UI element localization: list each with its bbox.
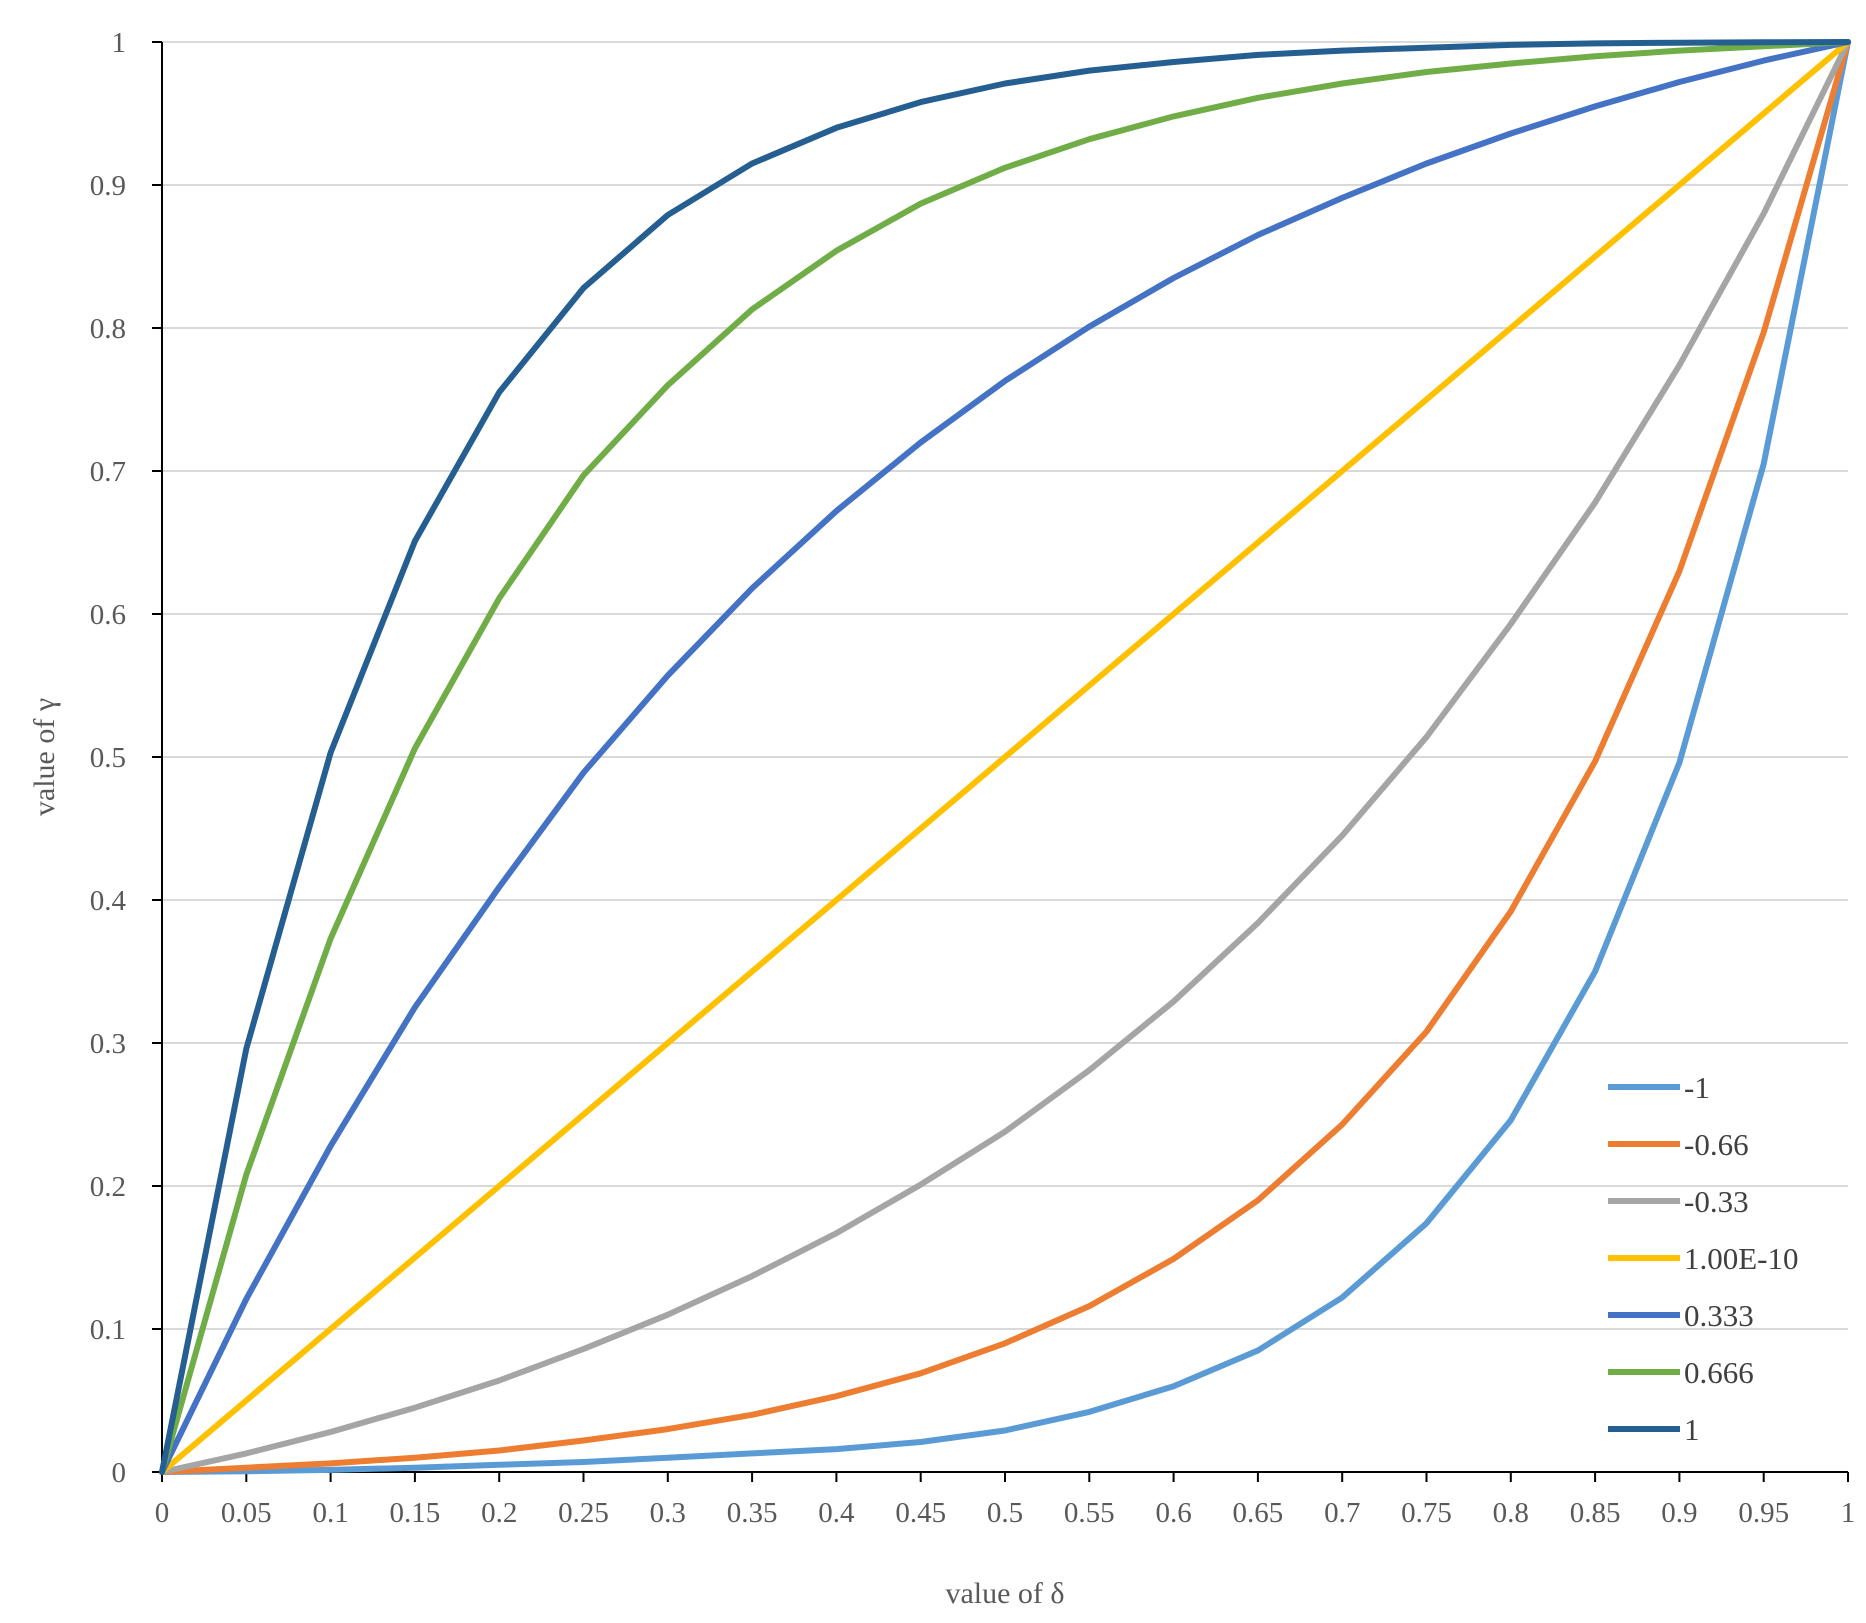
legend-label: -0.33 <box>1684 1184 1749 1219</box>
series-line-0.666 <box>159 39 1851 1475</box>
x-tick-label: 0.1 <box>312 1497 348 1529</box>
x-tick-label: 0.3 <box>650 1497 686 1529</box>
y-tick-label: 0.4 <box>90 885 127 917</box>
series-line-1.00E-10 <box>159 39 1851 1475</box>
x-tick-label: 0.05 <box>221 1497 272 1529</box>
x-tick-label: 0.15 <box>390 1497 441 1529</box>
y-tick-label: 0.6 <box>90 599 126 631</box>
legend-label: 0.333 <box>1684 1298 1754 1333</box>
x-tick-label: 0.5 <box>987 1497 1023 1529</box>
legend: -1 -0.66 -0.33 1.00E-10 0.333 0.666 1 <box>1608 1070 1799 1447</box>
series-line-0.333 <box>159 39 1851 1475</box>
legend-label: 1.00E-10 <box>1684 1241 1799 1276</box>
x-tick-label: 0.25 <box>558 1497 609 1529</box>
x-tick-label: 0.95 <box>1738 1497 1789 1529</box>
y-tick-label: 0.5 <box>90 742 126 774</box>
y-tick-label: 0.1 <box>90 1314 126 1346</box>
axes <box>152 41 1849 1482</box>
x-tick-label: 0.65 <box>1233 1497 1284 1529</box>
legend-label: 1 <box>1684 1412 1700 1447</box>
y-axis-title: value of γ <box>28 698 61 816</box>
series-line-1 <box>159 39 1851 1475</box>
x-axis-title: value of δ <box>945 1577 1064 1610</box>
x-tick-label: 1 <box>1841 1497 1856 1529</box>
y-tick-label: 0.3 <box>90 1028 126 1060</box>
series-line--1 <box>159 39 1851 1475</box>
x-tick-label: 0 <box>155 1497 170 1529</box>
y-tick-label: 0.2 <box>90 1171 126 1203</box>
legend-label: -0.66 <box>1684 1127 1749 1162</box>
gridlines <box>162 41 1848 1330</box>
x-tick-label: 0.9 <box>1661 1497 1697 1529</box>
x-tick-label: 0.7 <box>1324 1497 1360 1529</box>
x-tick-label: 0.75 <box>1401 1497 1452 1529</box>
series-line--0.66 <box>159 39 1851 1475</box>
y-tick-label: 0.9 <box>90 170 126 202</box>
x-tick-label: 0.45 <box>895 1497 946 1529</box>
series-lines <box>159 39 1851 1475</box>
tick-labels: 0 0.1 0.2 0.3 0.4 0.5 0.6 0.7 0.8 0.9 1 0 0.05 0.1 0.1… <box>90 27 1856 1529</box>
legend-label: 0.666 <box>1684 1355 1754 1390</box>
series-line--0.33 <box>159 39 1851 1475</box>
y-tick-label: 0.8 <box>90 313 126 345</box>
legend-label: -1 <box>1684 1070 1710 1105</box>
x-tick-label: 0.85 <box>1570 1497 1621 1529</box>
x-tick-label: 0.35 <box>727 1497 778 1529</box>
x-tick-label: 0.2 <box>481 1497 517 1529</box>
y-tick-label: 0 <box>112 1457 127 1489</box>
y-tick-label: 1 <box>112 27 127 59</box>
x-tick-label: 0.4 <box>818 1497 855 1529</box>
x-tick-label: 0.8 <box>1493 1497 1529 1529</box>
x-tick-label: 0.6 <box>1155 1497 1191 1529</box>
y-tick-label: 0.7 <box>90 456 126 488</box>
x-tick-label: 0.55 <box>1064 1497 1115 1529</box>
